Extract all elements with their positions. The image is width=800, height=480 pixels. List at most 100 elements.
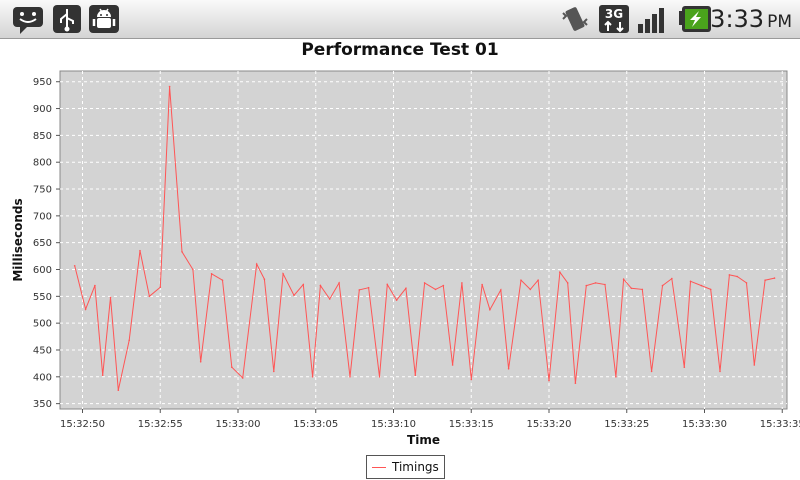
data-point [405, 287, 407, 290]
vibrate-icon [562, 7, 588, 31]
y-tick-label: 900 [33, 104, 52, 115]
data-point [548, 379, 550, 382]
x-tick-label: 15:33:05 [293, 419, 338, 430]
data-point [181, 251, 183, 253]
data-point [263, 278, 266, 280]
x-axis-label: Time [407, 433, 440, 447]
data-point [434, 288, 437, 291]
y-tick-label: 400 [33, 372, 52, 383]
data-point [736, 275, 738, 278]
y-tick-label: 800 [33, 158, 52, 169]
data-point [615, 376, 617, 378]
data-point [764, 279, 766, 281]
data-point [73, 265, 76, 267]
data-point [221, 279, 224, 281]
data-point [273, 370, 275, 373]
x-tick-label: 15:33:20 [527, 419, 572, 430]
performance-line-chart: 350 400 450 500 550 600 650 700 750 800 850 900 950 1… [11, 70, 800, 447]
data-point [128, 339, 130, 342]
status-clock[interactable]: 3:33 PM [710, 3, 792, 35]
data-point [566, 282, 569, 284]
data-point [255, 263, 258, 265]
axes: 350 400 450 500 550 600 650 700 750 800 850 900 950 1… [33, 77, 800, 430]
x-tick-label: 15:33:30 [682, 419, 727, 430]
data-point [641, 288, 644, 291]
data-point [671, 277, 673, 280]
y-tick-label: 700 [33, 211, 52, 222]
status-bar: 3G 3:33 PM [0, 0, 800, 39]
data-point [192, 268, 194, 271]
x-tick-label: 15:32:55 [138, 419, 183, 430]
data-point [661, 284, 664, 287]
data-point [84, 308, 87, 310]
x-tick-label: 15:33:00 [216, 419, 261, 430]
signal-strength-icon [638, 8, 664, 33]
data-point [101, 374, 104, 377]
data-point [520, 279, 522, 281]
data-point [210, 273, 213, 275]
data-point [700, 284, 703, 287]
data-point [753, 364, 756, 366]
data-point [231, 366, 233, 369]
android-debug-icon[interactable] [88, 4, 120, 34]
data-point [139, 249, 141, 252]
y-tick-label: 500 [33, 319, 52, 330]
y-tick-label: 950 [33, 77, 52, 88]
data-point [470, 378, 473, 381]
data-point [293, 294, 295, 297]
chart-title: Performance Test 01 [301, 40, 499, 60]
clock-time: 3:33 [710, 5, 765, 33]
data-point [386, 283, 389, 286]
data-point [604, 283, 606, 286]
data-point [395, 299, 398, 301]
3g-data-icon: 3G [598, 4, 630, 34]
data-point [461, 282, 463, 284]
data-point [328, 298, 331, 300]
data-point [728, 274, 731, 276]
usb-icon[interactable] [52, 4, 82, 34]
data-point [630, 287, 633, 290]
series-line-timings [74, 86, 775, 391]
data-point [689, 280, 692, 283]
network-type-label: 3G [605, 7, 623, 21]
data-point [311, 376, 314, 378]
data-point [500, 289, 502, 291]
y-tick-label: 650 [33, 238, 52, 249]
x-tick-label: 15:33:10 [371, 419, 416, 430]
legend-label: Timings [392, 460, 439, 474]
y-tick-label: 750 [33, 185, 52, 196]
data-point [442, 284, 445, 287]
data-point [338, 282, 340, 284]
data-point [481, 283, 483, 286]
data-point [773, 277, 776, 279]
chart-legend: Timings [366, 455, 445, 479]
data-point [358, 289, 361, 291]
data-point [168, 85, 171, 88]
legend-swatch [372, 466, 386, 468]
data-point [423, 282, 426, 284]
data-point [559, 271, 561, 273]
data-point [414, 374, 417, 377]
data-point [507, 368, 510, 370]
data-point [622, 278, 625, 280]
data-point [199, 361, 202, 363]
data-point [585, 284, 588, 287]
data-point [159, 286, 162, 288]
data-point [148, 295, 151, 298]
data-point [319, 284, 322, 287]
data-point [378, 376, 381, 378]
data-point [683, 366, 686, 369]
data-point [109, 296, 112, 299]
data-point [94, 284, 96, 287]
y-tick-label: 850 [33, 131, 52, 142]
battery-charging-icon [679, 6, 711, 32]
x-tick-label: 15:32:50 [60, 419, 105, 430]
data-point [719, 370, 721, 373]
smiley-notification-icon[interactable] [12, 4, 44, 34]
data-point [594, 282, 597, 284]
data-point [117, 389, 120, 392]
data-point [367, 286, 370, 289]
data-point [282, 273, 284, 275]
x-tick-label: 15:33:25 [604, 419, 649, 430]
data-point [574, 382, 577, 385]
